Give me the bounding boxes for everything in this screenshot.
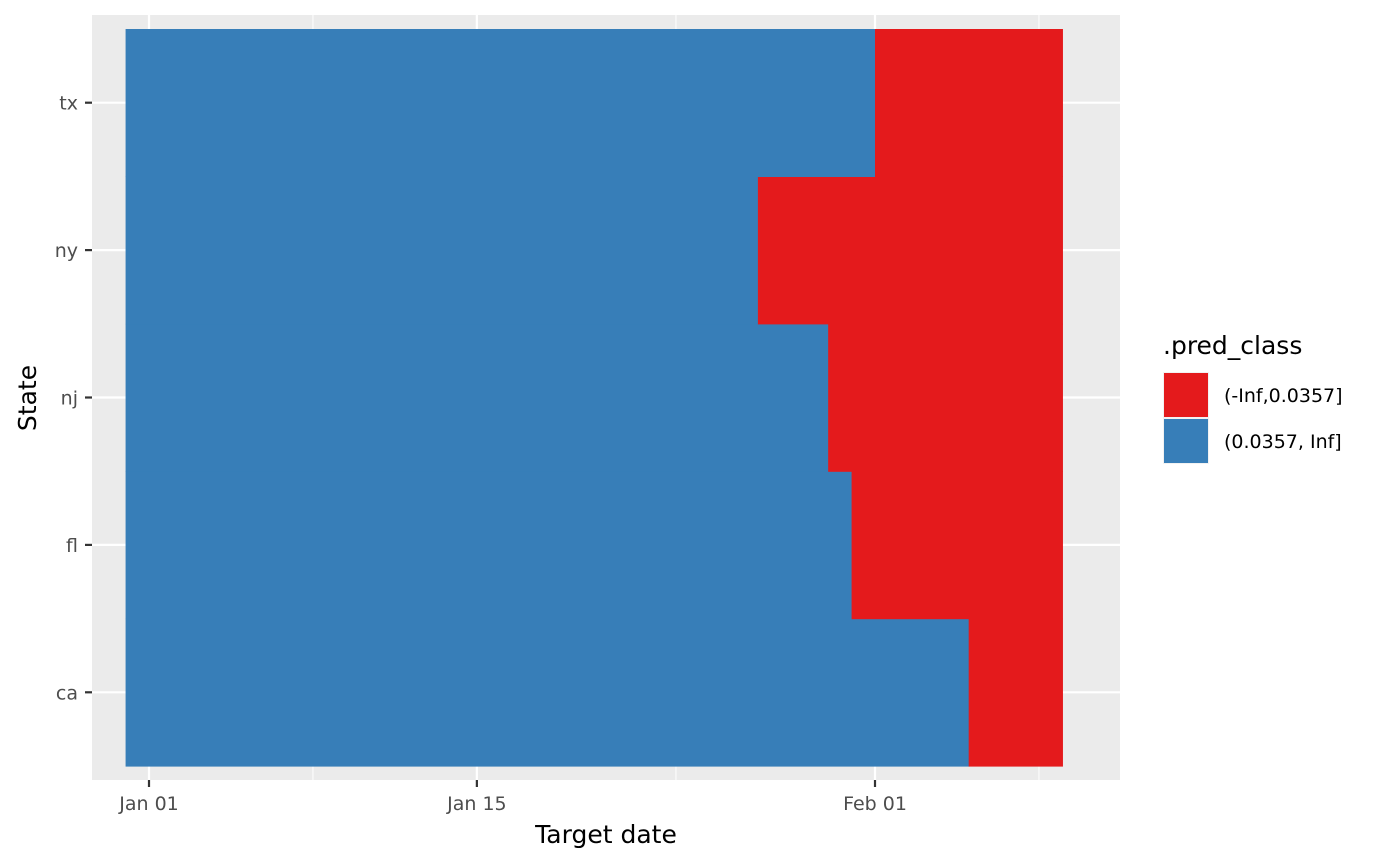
legend-label: (0.0357, Inf]: [1224, 431, 1342, 453]
legend-title: .pred_class: [1163, 331, 1302, 360]
legend-swatch: [1164, 373, 1208, 417]
tile-ca: [968, 618, 1063, 767]
x-tick-label: Feb 01: [843, 793, 907, 815]
x-tick-label: Jan 15: [446, 793, 507, 815]
tile-tx: [875, 29, 1063, 177]
legend-swatch: [1164, 419, 1208, 463]
x-tick-label: Jan 01: [118, 793, 179, 815]
heatmap-tiles: [125, 29, 1063, 767]
x-axis-ticks: Jan 01 Jan 15 Feb 01: [118, 780, 907, 815]
y-tick-label: nj: [61, 388, 78, 410]
y-tick-label: ny: [55, 240, 78, 262]
tile-nj: [125, 323, 829, 472]
y-axis-ticks: ca fl nj ny tx: [55, 93, 92, 704]
tile-nj: [828, 323, 1063, 472]
legend: (-Inf,0.0357] (0.0357, Inf]: [1163, 372, 1343, 464]
tile-tx: [125, 29, 876, 177]
y-axis-title: State: [13, 365, 42, 431]
y-tick-label: ca: [56, 682, 78, 704]
x-axis-title: Target date: [534, 820, 677, 849]
tile-fl: [125, 471, 853, 620]
tile-ca: [125, 618, 970, 767]
tile-ny: [125, 176, 759, 325]
tile-ny: [757, 176, 1063, 325]
y-tick-label: fl: [66, 535, 78, 557]
y-tick-label: tx: [59, 93, 78, 115]
legend-label: (-Inf,0.0357]: [1224, 385, 1343, 407]
tile-fl: [851, 471, 1063, 620]
